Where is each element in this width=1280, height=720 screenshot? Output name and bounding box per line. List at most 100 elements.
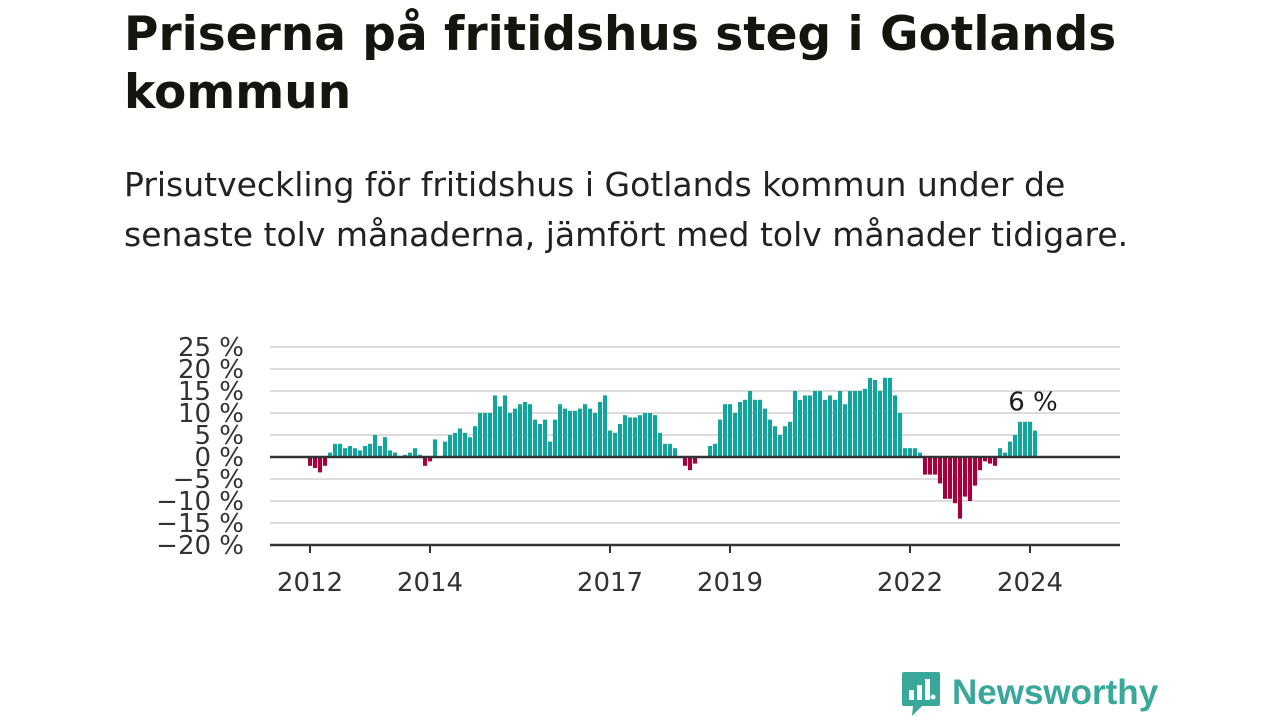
bar <box>522 402 528 457</box>
bar <box>917 452 923 457</box>
bar <box>742 399 748 457</box>
page-subtitle: Prisutveckling för fritidshus i Gotlands… <box>124 165 1129 254</box>
bar <box>342 448 348 457</box>
bar <box>767 419 773 457</box>
bar <box>842 404 848 457</box>
bar <box>382 437 388 457</box>
bar <box>682 457 688 466</box>
bar <box>1022 421 1028 457</box>
bar <box>932 457 938 475</box>
bar <box>477 413 483 457</box>
newsworthy-logo[interactable]: Newsworthy <box>900 668 1158 718</box>
bar <box>1027 421 1033 457</box>
bar <box>752 399 758 457</box>
bar <box>447 435 453 457</box>
bar <box>817 391 823 457</box>
y-tick-label: 5 % <box>194 421 244 451</box>
bar <box>587 408 593 457</box>
bar <box>937 457 943 484</box>
bar <box>1007 441 1013 457</box>
bar <box>952 457 958 504</box>
bar <box>977 457 983 471</box>
bar <box>797 399 803 457</box>
bar <box>782 426 788 457</box>
bar <box>912 448 918 457</box>
bar <box>807 395 813 457</box>
bar <box>857 391 863 457</box>
bar <box>372 435 378 457</box>
brand-name: Newsworthy <box>952 673 1159 712</box>
bar <box>607 430 613 457</box>
bar <box>562 408 568 457</box>
bar <box>972 457 978 486</box>
bar <box>982 457 988 462</box>
bar <box>852 391 858 457</box>
bar <box>777 435 783 457</box>
bar <box>1012 435 1018 457</box>
bar <box>732 413 738 457</box>
bar <box>887 377 893 457</box>
x-tick-label: 2012 <box>277 568 343 598</box>
bar <box>612 432 618 457</box>
bar <box>432 439 438 457</box>
bar <box>772 426 778 457</box>
y-tick-label: 15 % <box>178 377 244 407</box>
bar <box>362 446 368 457</box>
last-value-annotation: 6 % <box>1008 388 1058 418</box>
bar <box>867 377 873 457</box>
bar <box>962 457 968 497</box>
bar <box>757 399 763 457</box>
bar <box>687 457 693 471</box>
bar <box>512 408 518 457</box>
bar <box>572 410 578 457</box>
bar <box>527 404 533 457</box>
bar <box>812 391 818 457</box>
y-tick-label: 0 % <box>194 443 244 473</box>
bar <box>327 452 333 457</box>
x-tick-label: 2022 <box>877 568 943 598</box>
bar <box>747 391 753 457</box>
bar <box>557 404 563 457</box>
bar <box>707 446 713 457</box>
bar <box>582 404 588 457</box>
x-tick-label: 2014 <box>397 568 463 598</box>
bar <box>347 446 353 457</box>
bar <box>672 448 678 457</box>
bar <box>322 457 328 466</box>
bar <box>957 457 963 519</box>
bar <box>337 443 343 457</box>
bar <box>312 457 318 468</box>
bar <box>667 443 673 457</box>
bar <box>502 395 508 457</box>
bar <box>367 443 373 457</box>
y-tick-label: −5 % <box>173 465 244 495</box>
bar <box>997 448 1003 457</box>
y-tick-label: 25 % <box>178 333 244 363</box>
x-tick-label: 2017 <box>577 568 643 598</box>
bar <box>472 426 478 457</box>
bar <box>827 395 833 457</box>
bar <box>332 443 338 457</box>
bar-chart-speech-icon <box>902 672 940 716</box>
bar <box>387 450 393 457</box>
bar <box>567 410 573 457</box>
bar <box>787 421 793 457</box>
bar <box>457 428 463 457</box>
bar <box>487 413 493 457</box>
bar <box>552 419 558 457</box>
bar <box>597 402 603 457</box>
bar <box>832 399 838 457</box>
bar <box>837 391 843 457</box>
bar <box>602 395 608 457</box>
bar <box>392 452 398 457</box>
bar <box>792 391 798 457</box>
bar <box>712 443 718 457</box>
bar <box>577 408 583 457</box>
bar <box>802 395 808 457</box>
bar <box>407 452 413 457</box>
bar <box>762 408 768 457</box>
bar <box>412 448 418 457</box>
bar <box>497 406 503 457</box>
bar <box>547 441 553 457</box>
y-tick-label: −15 % <box>156 509 244 539</box>
